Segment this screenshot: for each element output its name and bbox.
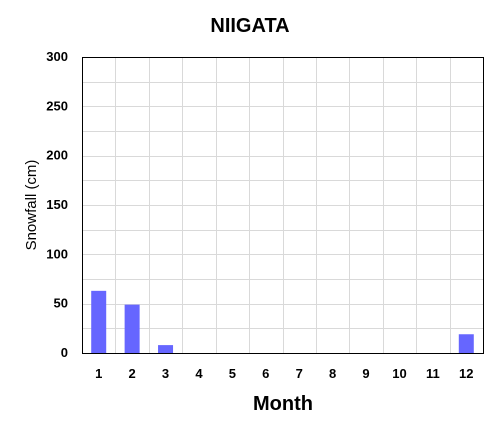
- x-tick-label: 6: [262, 366, 269, 381]
- y-axis-label: Snowfall (cm): [23, 160, 40, 251]
- x-tick-label: 11: [426, 366, 440, 381]
- y-tick-label: 50: [54, 296, 68, 311]
- x-tick-label: 12: [459, 366, 473, 381]
- bar-month-1: [91, 290, 107, 353]
- x-tick-label: 2: [129, 366, 136, 381]
- bar-series: [91, 290, 474, 353]
- bar-month-2: [124, 304, 140, 353]
- x-axis-label: Month: [253, 393, 313, 415]
- x-tick-label: 3: [162, 366, 169, 381]
- y-tick-label: 250: [46, 98, 68, 113]
- x-tick-label: 10: [392, 366, 406, 381]
- x-tick-label: 9: [362, 366, 369, 381]
- chart-title: NIIGATA: [210, 15, 289, 37]
- x-tick-label: 1: [95, 366, 102, 381]
- grid-lines: [82, 57, 483, 353]
- y-tick-label: 100: [46, 246, 68, 261]
- bar-month-12: [458, 334, 474, 353]
- y-tick-label: 200: [46, 148, 68, 163]
- y-tick-label: 0: [61, 345, 68, 360]
- y-tick-label: 150: [46, 197, 68, 212]
- x-tick-label: 8: [329, 366, 336, 381]
- x-axis-ticks: 1 2 3 4 5 6 7 8 9 10 11 12: [95, 366, 473, 381]
- x-tick-label: 4: [195, 366, 203, 381]
- y-tick-label: 300: [46, 49, 68, 64]
- bar-month-3: [158, 345, 174, 353]
- y-axis-ticks: 0 50 100 150 200 250 300: [46, 49, 68, 360]
- x-tick-label: 5: [229, 366, 236, 381]
- plot-area-frame: [82, 57, 484, 354]
- x-tick-label: 7: [296, 366, 303, 381]
